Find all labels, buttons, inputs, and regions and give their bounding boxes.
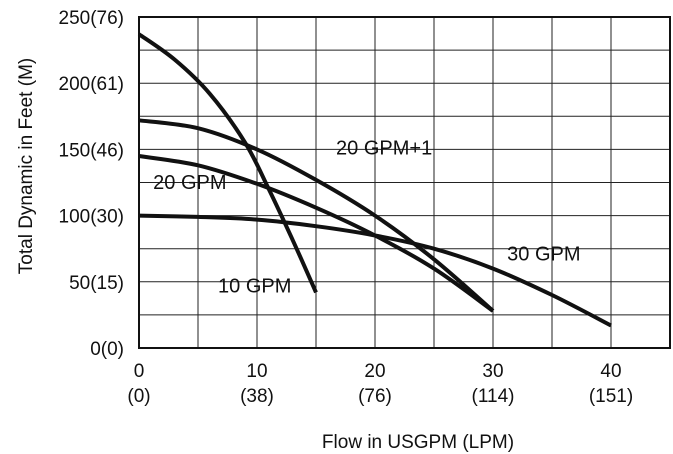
- y-tick-label: 100(30): [59, 207, 125, 228]
- x-tick-sublabel: (38): [240, 386, 274, 407]
- x-axis-label: Flow in USGPM (LPM): [322, 432, 514, 453]
- y-axis-label: Total Dynamic in Feet (M): [16, 58, 37, 274]
- x-tick-label: 30: [482, 361, 503, 382]
- curve-label-20-gpm-1: 20 GPM+1: [336, 138, 432, 160]
- y-tick-label: 150(46): [59, 140, 125, 161]
- y-tick-label: 0(0): [90, 339, 124, 360]
- curve-label-20-gpm: 20 GPM: [153, 172, 226, 194]
- x-tick-label: 20: [364, 361, 385, 382]
- curve-20-gpm: [138, 154, 495, 313]
- curve-20-gpm-1: [138, 118, 495, 313]
- curve-label-30-gpm: 30 GPM: [507, 244, 580, 266]
- curve-labels: 10 GPM 20 GPM+1 20 GPM 30 GPM: [153, 138, 580, 298]
- x-axis-ticks: 0 (0) 10 (38) 20 (76) 30 (114) 40 (151): [127, 361, 633, 407]
- x-tick-sublabel: (76): [358, 386, 392, 407]
- x-tick-sublabel: (114): [472, 386, 515, 407]
- x-tick-sublabel: (151): [589, 386, 633, 407]
- plot-frame: [138, 16, 671, 349]
- y-tick-label: 200(61): [59, 74, 125, 95]
- x-tick-sublabel: (0): [127, 386, 150, 407]
- x-tick-label: 40: [600, 361, 621, 382]
- y-tick-label: 250(76): [59, 8, 125, 29]
- curve-30-gpm: [138, 213, 612, 328]
- curve-label-10-gpm: 10 GPM: [218, 275, 291, 297]
- chart-grid: [139, 17, 670, 348]
- x-tick-label: 0: [134, 361, 145, 382]
- chart-curves: [137, 32, 612, 328]
- y-axis-ticks: 0(0) 50(15) 100(30) 150(46) 200(61) 250(76): [59, 8, 125, 360]
- y-tick-label: 50(15): [69, 273, 124, 294]
- x-tick-label: 10: [246, 361, 267, 382]
